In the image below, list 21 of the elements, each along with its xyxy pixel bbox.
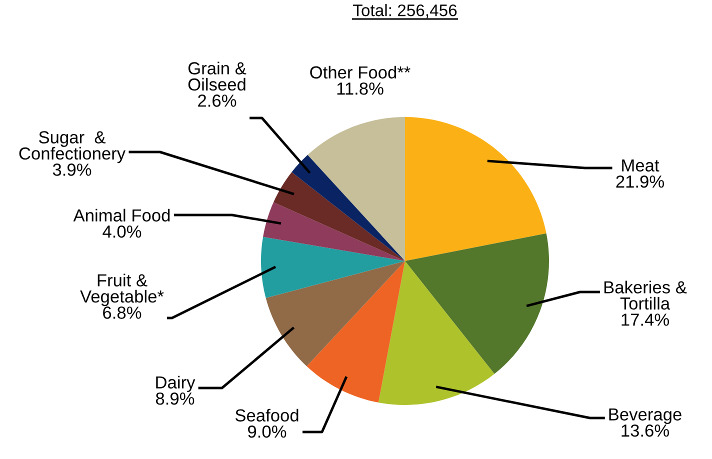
data-label: 3.9% (52, 164, 92, 176)
slice-label: Other Food** (310, 66, 410, 79)
slice-label: Fruit & Vegetable* (80, 274, 164, 306)
slice-label: Bakeries & Tortilla (604, 280, 687, 310)
data-label: 8.9% (156, 392, 194, 405)
slice-label: Sugar & Confectionery (19, 131, 126, 164)
data-label: 17.4% (622, 314, 669, 326)
data-label: 21.9% (616, 175, 664, 188)
data-label: 4.0% (102, 225, 142, 238)
slice-label: Animal Food (73, 208, 170, 222)
data-label: 2.6% (198, 94, 236, 107)
chart-title: Total: 256,456 (353, 4, 457, 18)
slice-label: Beverage (609, 408, 682, 424)
data-label: 11.8% (337, 82, 384, 95)
slice-label: Meat (622, 159, 660, 172)
slice-label: Seafood (235, 408, 298, 422)
slice-label: Dairy (156, 376, 196, 392)
data-label: 9.0% (248, 425, 286, 438)
slice-label: Grain & Oilseed (188, 62, 246, 91)
data-label: 6.8% (103, 306, 142, 319)
data-label: 13.6% (622, 424, 669, 437)
